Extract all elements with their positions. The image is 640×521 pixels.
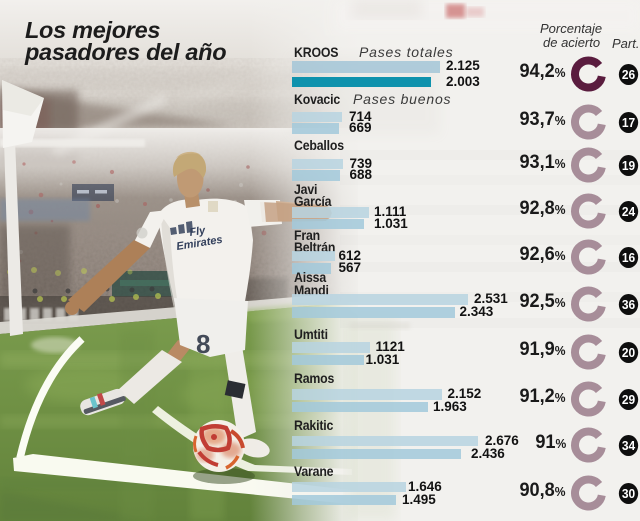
- svg-text:8: 8: [196, 329, 210, 359]
- svg-text:Fly: Fly: [189, 224, 207, 238]
